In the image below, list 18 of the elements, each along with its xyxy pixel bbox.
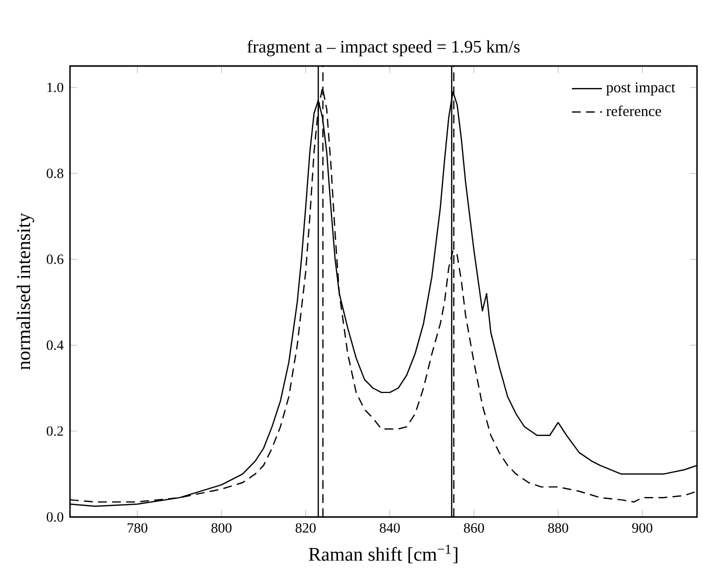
y-tick-label: 0.2 <box>46 426 64 436</box>
x-tick-label: 900 <box>632 523 652 533</box>
x-tick-label: 780 <box>128 523 148 533</box>
legend-label: reference <box>606 105 662 116</box>
y-tick-label: 1.0 <box>47 82 64 92</box>
y-tick-label: 0.0 <box>46 512 64 522</box>
chart-title: fragment a – impact speed = 1.95 km/s <box>247 40 520 56</box>
x-tick-label: 820 <box>296 523 316 533</box>
x-tick-label: 860 <box>464 523 484 533</box>
x-tick-label: 800 <box>211 523 232 533</box>
x-tick-label: 840 <box>380 523 400 533</box>
x-tick-label: 880 <box>548 523 568 533</box>
y-tick-label: 0.4 <box>46 340 64 350</box>
y-tick-label: 0.8 <box>46 168 64 178</box>
legend-label: post impact <box>606 82 676 96</box>
y-tick-label: 0.6 <box>46 254 64 264</box>
y-axis-title: normalised intensity <box>16 212 34 370</box>
x-axis-title: Raman shift [cm$^{−1}$] <box>308 544 458 564</box>
